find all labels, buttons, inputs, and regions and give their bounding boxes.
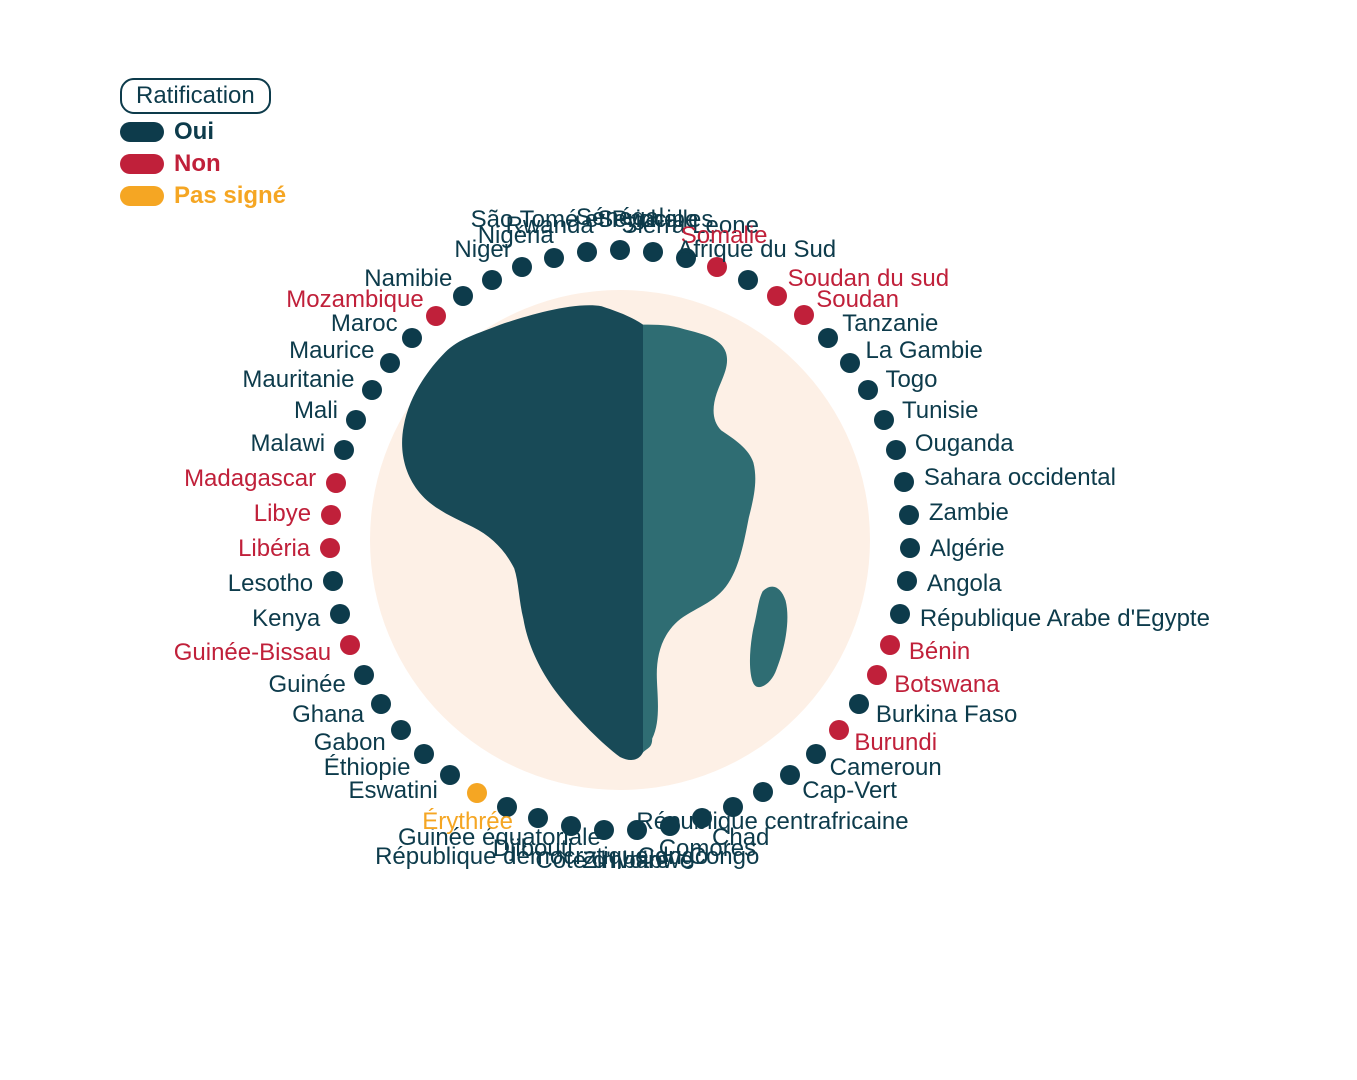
- legend-swatch: [120, 122, 164, 142]
- country-label: São Tomé et Principe: [471, 208, 699, 232]
- country-dot: [627, 820, 647, 840]
- country-dot: [858, 380, 878, 400]
- country-label: Bénin: [909, 640, 970, 664]
- country-dot: [806, 744, 826, 764]
- country-label: Tunisie: [902, 399, 978, 423]
- country-dot: [738, 270, 758, 290]
- country-dot: [867, 665, 887, 685]
- country-label: Togo: [885, 368, 937, 392]
- country-label: Maurice: [289, 339, 374, 363]
- country-label: Mali: [294, 399, 338, 423]
- country-dot: [362, 380, 382, 400]
- legend-label: Oui: [174, 118, 214, 146]
- country-label: Maroc: [331, 312, 398, 336]
- country-dot: [346, 410, 366, 430]
- country-dot: [334, 440, 354, 460]
- country-dot: [829, 720, 849, 740]
- country-dot: [890, 604, 910, 624]
- country-dot: [414, 744, 434, 764]
- country-label: Zambie: [929, 501, 1009, 525]
- country-dot: [340, 635, 360, 655]
- legend-title: Ratification: [120, 78, 271, 114]
- legend-item-non: Non: [120, 150, 286, 178]
- country-dot: [880, 635, 900, 655]
- country-label: Namibie: [364, 267, 452, 291]
- country-dot: [723, 797, 743, 817]
- country-dot: [643, 242, 663, 262]
- country-dot: [897, 571, 917, 591]
- country-dot: [326, 473, 346, 493]
- country-dot: [577, 242, 597, 262]
- legend: Ratification Oui Non Pas signé: [120, 78, 286, 210]
- country-dot: [371, 694, 391, 714]
- country-label: Madagascar: [184, 467, 316, 491]
- country-dot: [426, 306, 446, 326]
- country-label: Mauritanie: [242, 368, 354, 392]
- country-label: Éthiopie: [324, 756, 411, 780]
- country-label: Libéria: [238, 537, 310, 561]
- country-label: Burkina Faso: [876, 703, 1017, 727]
- country-dot: [323, 571, 343, 591]
- country-label: Guinée: [268, 673, 345, 697]
- country-label: Malawi: [250, 432, 325, 456]
- legend-item-oui: Oui: [120, 118, 286, 146]
- country-dot: [692, 808, 712, 828]
- country-dot: [818, 328, 838, 348]
- country-label: Tanzanie: [842, 312, 938, 336]
- country-dot: [512, 257, 532, 277]
- country-label: Afrique du Sud: [677, 238, 836, 262]
- country-label: Burundi: [854, 731, 937, 755]
- country-dot: [899, 505, 919, 525]
- country-dot: [780, 765, 800, 785]
- country-dot: [380, 353, 400, 373]
- country-label: Ouganda: [915, 432, 1014, 456]
- legend-label: Pas signé: [174, 182, 286, 210]
- country-dot: [894, 472, 914, 492]
- legend-swatch: [120, 154, 164, 174]
- country-label: Guinée-Bissau: [174, 641, 331, 665]
- country-dot: [467, 783, 487, 803]
- country-dot: [402, 328, 422, 348]
- country-label: Kenya: [252, 607, 320, 631]
- country-label: Eswatini: [348, 779, 437, 803]
- country-label: Lesotho: [228, 572, 313, 596]
- country-dot: [354, 665, 374, 685]
- country-dot: [874, 410, 894, 430]
- country-label: Sahara occidental: [924, 466, 1116, 490]
- country-dot: [440, 765, 460, 785]
- country-dot: [900, 538, 920, 558]
- country-dot: [767, 286, 787, 306]
- country-dot: [320, 538, 340, 558]
- legend-label: Non: [174, 150, 221, 178]
- country-label: La Gambie: [865, 339, 982, 363]
- country-dot: [886, 440, 906, 460]
- country-label: Libye: [254, 502, 311, 526]
- country-dot: [660, 816, 680, 836]
- country-label: Érythrée: [422, 810, 513, 834]
- country-dot: [840, 353, 860, 373]
- country-label: Angola: [927, 572, 1002, 596]
- country-label: Ghana: [292, 703, 364, 727]
- country-dot: [849, 694, 869, 714]
- country-dot: [794, 305, 814, 325]
- country-dot: [330, 604, 350, 624]
- africa-map: [390, 297, 850, 803]
- country-dot: [482, 270, 502, 290]
- country-dot: [544, 248, 564, 268]
- country-label: République Arabe d'Egypte: [920, 607, 1210, 631]
- country-label: Cap-Vert: [802, 779, 897, 803]
- country-label: Gabon: [314, 731, 386, 755]
- legend-swatch: [120, 186, 164, 206]
- country-label: Algérie: [930, 537, 1005, 561]
- country-label: Botswana: [894, 673, 999, 697]
- country-dot: [610, 240, 630, 260]
- country-dot: [321, 505, 341, 525]
- infographic-canvas: Ratification OuiNonPas signé SénégalSeyc…: [0, 0, 1357, 1080]
- country-dot: [453, 286, 473, 306]
- country-dot: [391, 720, 411, 740]
- country-dot: [753, 782, 773, 802]
- legend-item-pas_signe: Pas signé: [120, 182, 286, 210]
- country-label: Soudan: [816, 288, 899, 312]
